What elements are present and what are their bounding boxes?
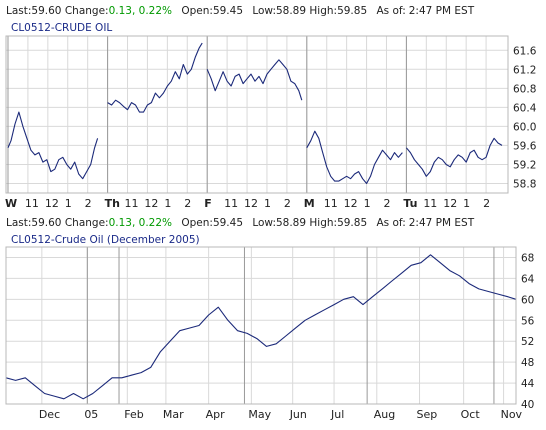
intraday-xtick-label: Tu (403, 197, 417, 210)
intraday-plot-frame (5, 35, 509, 194)
intraday-last: 59.60 (31, 5, 61, 17)
intraday-series-line (306, 130, 403, 185)
daily-asof-label: As of: (376, 217, 405, 229)
intraday-open: 59.45 (213, 5, 243, 17)
daily-change-label: Change: (65, 217, 109, 229)
intraday-xtick-label: 2 (383, 197, 390, 210)
daily-change: 0.13, 0.22% (109, 217, 172, 229)
intraday-xtick-label: W (5, 197, 17, 210)
daily-asof: 2:47 PM EST (409, 217, 475, 229)
daily-open-label: Open: (181, 217, 213, 229)
daily-plot-frame (5, 246, 517, 405)
intraday-ytick-label: 58.8 (513, 178, 536, 190)
daily-last-label: Last: (6, 217, 31, 229)
intraday-ytick-label: 61.6 (513, 45, 537, 57)
intraday-ytick-label: 59.2 (513, 159, 536, 171)
intraday-xtick-label: 1 (65, 197, 72, 210)
intraday-ytick-label: 60.8 (513, 83, 536, 95)
daily-ytick-label: 56 (521, 315, 535, 327)
intraday-high-label: High: (309, 5, 337, 17)
daily-open: 59.45 (213, 217, 243, 229)
intraday-series-line (405, 137, 503, 177)
intraday-xtick-label: 2 (483, 197, 490, 210)
daily-high: 59.85 (337, 217, 367, 229)
intraday-xtick-label: 11 (125, 197, 139, 210)
intraday-ytick-label: 60.0 (513, 121, 536, 133)
intraday-low: 58.89 (276, 5, 306, 17)
daily-quote-line: Last:59.60 Change:0.13, 0.22% Open:59.45… (6, 217, 475, 229)
daily-ytick-label: 60 (521, 294, 534, 306)
intraday-low-label: Low: (252, 5, 276, 17)
intraday-series-line (206, 59, 303, 101)
intraday-xtick-label: 2 (184, 197, 191, 210)
daily-chart-title: CL0512-Crude Oil (December 2005) (11, 234, 200, 246)
intraday-xtick-label: 11 (423, 197, 437, 210)
daily-xtick-label: Oct (461, 408, 481, 421)
daily-xtick-label: 05 (84, 408, 98, 421)
intraday-xtick-label: 1 (364, 197, 371, 210)
intraday-ytick-label: 59.6 (513, 140, 537, 152)
intraday-xtick-label: 11 (25, 197, 39, 210)
intraday-xtick-label: 1 (164, 197, 171, 210)
intraday-xtick-label: 11 (324, 197, 338, 210)
intraday-xtick-label: 11 (224, 197, 238, 210)
intraday-xtick-label: 12 (144, 197, 158, 210)
intraday-xtick-label: Th (105, 197, 120, 210)
daily-ytick-label: 68 (521, 252, 534, 264)
daily-low-label: Low: (252, 217, 276, 229)
intraday-open-label: Open: (181, 5, 213, 17)
daily-ytick-label: 48 (521, 357, 534, 369)
daily-plot-area: 40 44 48 52 56 60 64 68 Dec 05 Feb Mar Apr May Jun Jul A… (5, 246, 535, 421)
intraday-change-label: Change: (65, 5, 109, 17)
daily-plot-background (6, 247, 516, 404)
daily-high-label: High: (309, 217, 337, 229)
intraday-xtick-label: 12 (344, 197, 358, 210)
intraday-last-label: Last: (6, 5, 31, 17)
intraday-xtick-label: M (304, 197, 315, 210)
daily-series-line (5, 254, 517, 400)
intraday-xtick-label: F (204, 197, 212, 210)
daily-ytick-label: 40 (521, 399, 534, 411)
intraday-xtick-label: 12 (443, 197, 457, 210)
intraday-quote-line: Last:59.60 Change:0.13, 0.22% Open:59.45… (6, 5, 475, 17)
daily-xtick-label: Jun (289, 408, 307, 421)
intraday-series-line (107, 42, 203, 113)
daily-xtick-label: May (248, 408, 271, 421)
intraday-xtick-label: 12 (45, 197, 59, 210)
intraday-asof: 2:47 PM EST (409, 5, 475, 17)
intraday-ytick-label: 60.4 (513, 102, 537, 114)
daily-ytick-label: 64 (521, 273, 535, 285)
daily-xtick-label: Nov (501, 408, 523, 421)
intraday-plot-background (6, 36, 508, 193)
intraday-xtick-label: 1 (463, 197, 470, 210)
intraday-plot-area: 58.859.259.660.060.460.861.261.6W 11 12 1 2 T… (5, 35, 537, 210)
intraday-xtick-label: 2 (284, 197, 291, 210)
intraday-asof-label: As of: (376, 5, 405, 17)
daily-xtick-label: Jul (330, 408, 344, 421)
intraday-series-line (7, 111, 99, 180)
daily-ytick-label: 44 (521, 378, 535, 390)
daily-xtick-label: Feb (124, 408, 143, 421)
intraday-high: 59.85 (337, 5, 367, 17)
intraday-xtick-label: 12 (244, 197, 258, 210)
intraday-chart-title: CL0512-CRUDE OIL (11, 22, 112, 34)
intraday-ytick-label: 61.2 (513, 64, 536, 76)
daily-xtick-label: Dec (39, 408, 60, 421)
daily-xtick-label: Sep (417, 408, 438, 421)
daily-low: 58.89 (276, 217, 306, 229)
intraday-xtick-label: 2 (85, 197, 92, 210)
intraday-change: 0.13, 0.22% (109, 5, 172, 17)
daily-xtick-label: Aug (374, 408, 395, 421)
daily-last: 59.60 (31, 217, 61, 229)
daily-xtick-label: Apr (206, 408, 226, 421)
daily-xtick-label: Mar (163, 408, 184, 421)
daily-ytick-label: 52 (521, 336, 534, 348)
intraday-xtick-label: 1 (264, 197, 271, 210)
